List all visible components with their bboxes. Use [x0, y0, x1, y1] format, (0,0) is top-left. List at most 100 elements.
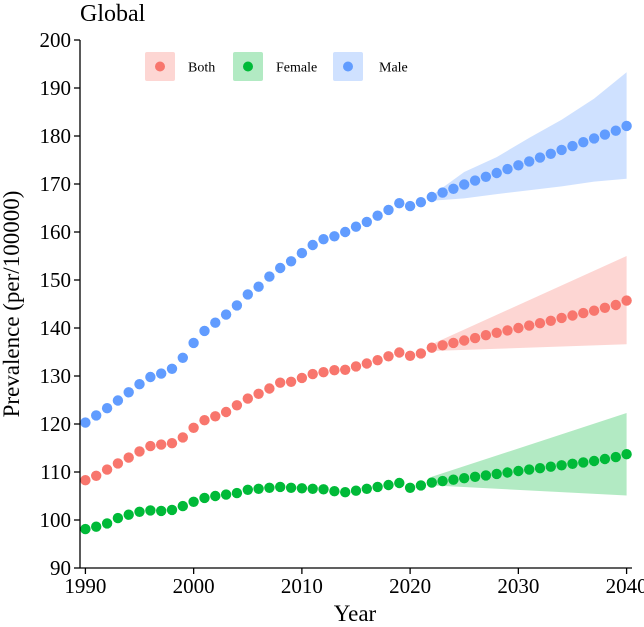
point-female-2001: [199, 492, 210, 504]
point-female-2037: [588, 455, 600, 467]
point-female-2021: [415, 480, 427, 491]
point-female-1992: [101, 518, 113, 529]
point-male-2025: [459, 179, 470, 190]
point-both-2035: [567, 310, 578, 321]
point-both-2022: [426, 342, 437, 353]
x-tick-label-2040: 2040: [606, 574, 644, 598]
point-female-2007: [264, 482, 275, 493]
point-female-1998: [166, 504, 178, 516]
point-both-2036: [578, 307, 589, 319]
point-both-2012: [318, 367, 329, 378]
point-male-1999: [177, 352, 188, 363]
axes: [79, 40, 632, 569]
legend-marker-male: [343, 61, 353, 72]
band-both: [431, 256, 627, 351]
legend-label-both: Both: [188, 61, 215, 76]
y-tick-label-180: 180: [40, 124, 72, 148]
point-male-2021: [415, 197, 427, 208]
point-both-2038: [599, 302, 611, 313]
point-male-1994: [123, 387, 134, 398]
point-both-2025: [459, 335, 470, 346]
point-female-1990: [80, 523, 91, 535]
point-male-2001: [199, 325, 210, 337]
point-male-2030: [513, 160, 524, 171]
point-female-2019: [394, 477, 405, 489]
point-female-2034: [556, 460, 567, 471]
point-male-2033: [545, 148, 556, 159]
point-female-2020: [404, 482, 416, 493]
point-both-1997: [156, 439, 167, 450]
point-female-1999: [177, 500, 188, 512]
point-male-2005: [242, 289, 253, 300]
point-both-2017: [372, 355, 383, 366]
point-female-2003: [220, 489, 232, 500]
point-female-2024: [448, 474, 459, 485]
x-tick-label-2010: 2010: [281, 574, 323, 598]
point-both-1994: [123, 452, 134, 463]
point-male-2017: [372, 210, 383, 221]
x-tick-label-2020: 2020: [389, 574, 431, 598]
point-both-2039: [610, 299, 621, 311]
point-male-2024: [448, 183, 459, 194]
x-axis-title: Year: [334, 601, 377, 626]
point-female-2008: [275, 481, 286, 493]
point-male-1991: [91, 410, 102, 421]
point-both-2006: [253, 388, 264, 399]
y-tick-label-130: 130: [40, 364, 72, 388]
point-male-2020: [404, 200, 416, 212]
point-male-2002: [210, 317, 221, 328]
point-both-1990: [80, 475, 91, 486]
y-axis-title: Prevalence (per/100000): [0, 191, 24, 418]
point-both-2008: [275, 377, 286, 388]
point-male-1992: [101, 403, 113, 414]
point-female-2009: [285, 482, 297, 493]
point-female-1996: [145, 505, 156, 516]
point-male-2032: [534, 152, 546, 163]
point-male-2031: [524, 156, 535, 167]
y-tick-label-160: 160: [40, 220, 72, 244]
point-both-1998: [166, 438, 178, 449]
point-male-2004: [231, 300, 243, 311]
point-male-2037: [588, 133, 600, 144]
band-female: [431, 413, 627, 496]
point-male-2008: [275, 262, 286, 274]
point-female-2023: [437, 475, 448, 487]
band-male: [431, 72, 627, 201]
legend: Both Female Male: [145, 52, 408, 81]
point-female-2006: [253, 483, 264, 494]
point-female-2030: [513, 465, 524, 477]
point-male-1990: [80, 417, 91, 428]
point-both-2003: [220, 406, 232, 418]
y-tick-label-190: 190: [40, 76, 72, 100]
point-both-2033: [545, 315, 556, 326]
point-both-2005: [242, 393, 253, 404]
point-male-2027: [480, 171, 492, 182]
point-female-2035: [567, 458, 578, 469]
point-both-2037: [588, 305, 600, 316]
point-male-1995: [134, 379, 145, 390]
point-female-1993: [112, 512, 124, 524]
point-female-2010: [296, 483, 308, 494]
point-both-2014: [340, 364, 351, 375]
point-both-2010: [296, 372, 308, 384]
point-male-2016: [361, 216, 372, 228]
point-female-2016: [361, 483, 372, 494]
point-both-2018: [383, 351, 394, 362]
point-both-2023: [437, 340, 448, 351]
point-both-2034: [556, 312, 567, 324]
point-female-2029: [502, 467, 513, 478]
y-tick-label-110: 110: [40, 460, 71, 484]
point-both-1996: [145, 440, 156, 452]
point-female-1991: [91, 521, 102, 532]
point-male-1998: [166, 363, 178, 374]
point-male-2036: [578, 137, 589, 148]
point-both-2019: [394, 347, 405, 358]
point-both-2009: [285, 376, 297, 387]
point-male-2022: [426, 191, 437, 203]
point-female-2004: [231, 487, 243, 499]
legend-marker-female: [243, 61, 253, 72]
point-female-2038: [599, 453, 611, 465]
point-female-2011: [307, 483, 318, 494]
y-tick-label-120: 120: [40, 412, 72, 436]
